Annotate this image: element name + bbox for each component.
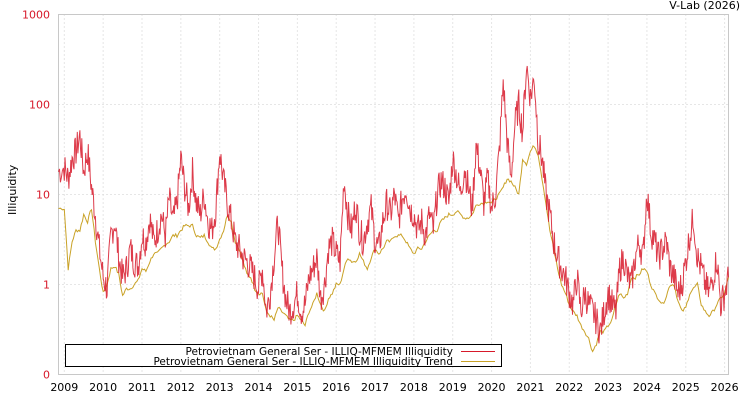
svg-text:2021: 2021 [516,381,544,394]
svg-text:2020: 2020 [478,381,506,394]
y-axis-label: Illiquidity [6,164,19,215]
svg-text:2016: 2016 [322,381,350,394]
svg-text:2009: 2009 [50,381,78,394]
credit-label: V-Lab (2026) [669,0,740,12]
legend-swatch-red [461,351,495,352]
legend-item-illiquidity: Petrovietnam General Ser - ILLIQ-MFMEM I… [185,345,495,358]
svg-text:10: 10 [36,189,50,202]
svg-text:1: 1 [43,279,50,292]
svg-text:2019: 2019 [439,381,467,394]
legend-swatch-gold [461,361,495,362]
svg-text:2010: 2010 [89,381,117,394]
trend-series-line [58,145,729,353]
plot-frame [58,14,729,375]
svg-text:0: 0 [43,369,50,382]
grid-lines [58,14,729,375]
svg-text:2024: 2024 [633,381,661,394]
svg-text:2011: 2011 [128,381,156,394]
svg-text:2023: 2023 [594,381,622,394]
svg-text:2026: 2026 [711,381,739,394]
svg-text:2025: 2025 [672,381,700,394]
svg-text:2022: 2022 [555,381,583,394]
svg-text:2015: 2015 [283,381,311,394]
svg-text:2017: 2017 [361,381,389,394]
legend-label: Petrovietnam General Ser - ILLIQ-MFMEM I… [185,345,453,358]
legend-label: Petrovietnam General Ser - ILLIQ-MFMEM I… [153,355,453,368]
legend: Petrovietnam General Ser - ILLIQ-MFMEM I… [65,344,502,368]
svg-text:2013: 2013 [206,381,234,394]
x-axis-ticks: 2009 2010 2011 2012 2013 2014 2015 2016 2017 2018… [50,381,738,394]
svg-text:2012: 2012 [167,381,195,394]
svg-text:2014: 2014 [245,381,273,394]
svg-text:1000: 1000 [22,9,50,22]
illiquidity-series-line [58,65,729,344]
svg-text:2018: 2018 [400,381,428,394]
svg-text:100: 100 [29,99,50,112]
legend-item-trend: Petrovietnam General Ser - ILLIQ-MFMEM I… [153,355,495,368]
